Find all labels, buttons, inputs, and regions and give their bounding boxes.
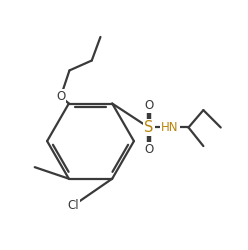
Text: Cl: Cl — [67, 199, 79, 212]
Text: O: O — [144, 99, 154, 112]
Text: HN: HN — [161, 121, 179, 134]
Text: O: O — [56, 90, 65, 103]
Text: O: O — [144, 143, 154, 156]
Text: S: S — [144, 120, 154, 135]
